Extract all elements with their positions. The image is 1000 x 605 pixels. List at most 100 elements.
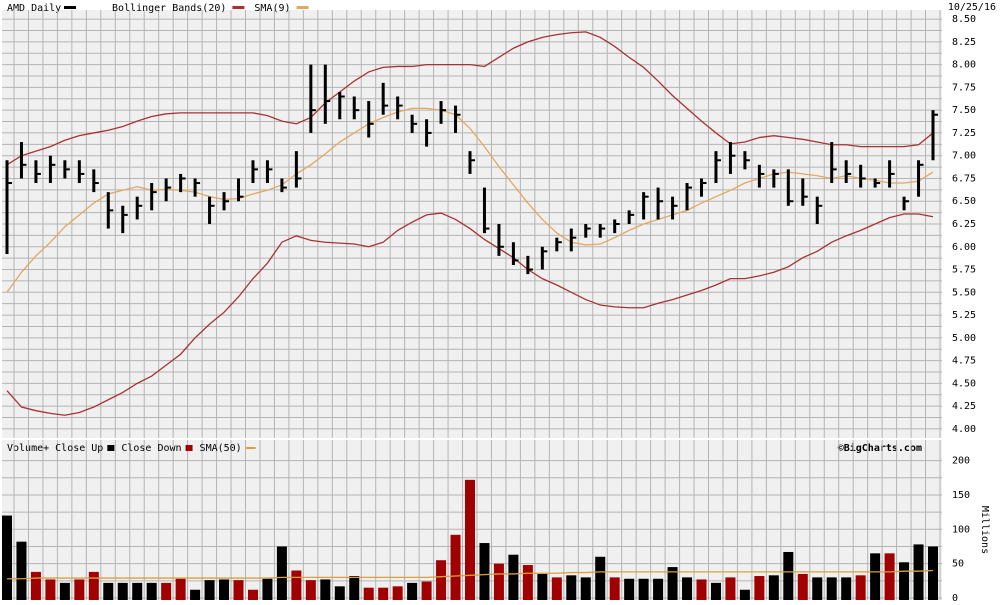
volume-bar: [783, 551, 794, 600]
volume-bar: [305, 580, 316, 600]
volume-bar: [725, 577, 736, 600]
volume-bar: [161, 582, 172, 600]
volume-bar: [739, 589, 750, 600]
volume-bar: [132, 582, 143, 600]
y-tick-label: 6.25: [952, 219, 976, 230]
volume-bar: [841, 577, 852, 600]
legend-label: Close Down: [121, 443, 181, 454]
y-tick-label: 5.25: [952, 310, 976, 321]
volume-bar: [436, 560, 447, 600]
volume-bar: [884, 553, 895, 600]
volume-bar: [262, 578, 273, 600]
volume-bar: [204, 580, 215, 600]
volume-bar: [421, 581, 432, 600]
y-tick-label: 0: [952, 593, 958, 604]
volume-bar: [16, 541, 27, 600]
volume-bar: [233, 580, 244, 600]
y-tick-label: 4.25: [952, 401, 976, 412]
y-tick-label: 4.50: [952, 378, 976, 389]
volume-bar: [88, 571, 99, 600]
legend-label: Close Up: [55, 443, 103, 454]
y-tick-label: 150: [952, 490, 970, 501]
volume-bar: [826, 577, 837, 600]
y-tick-label: 4.75: [952, 356, 976, 367]
volume-bar: [320, 579, 331, 600]
indicator-line: [7, 569, 934, 580]
legend-swatch: [64, 6, 76, 9]
volume-bar: [913, 544, 924, 600]
volume-bar: [117, 582, 128, 600]
y-tick-label: 7.50: [952, 105, 976, 116]
y-tick-label: 5.00: [952, 333, 976, 344]
volume-bar: [276, 546, 287, 600]
volume-bar: [407, 582, 418, 600]
legend-swatch: [185, 445, 193, 451]
legend-swatch: [245, 447, 256, 449]
volume-bar: [175, 578, 186, 600]
volume-bar: [146, 582, 157, 600]
y-tick-label: 7.00: [952, 151, 976, 162]
volume-bar: [392, 586, 403, 600]
legend-swatch: [232, 6, 245, 9]
volume-bar: [59, 582, 70, 600]
volume-bar: [870, 553, 881, 600]
volume-bar: [899, 562, 910, 600]
volume-bar: [378, 587, 389, 600]
volume-bar: [493, 563, 504, 600]
legend-label: SMA(50): [200, 443, 242, 454]
volume-bar: [450, 534, 461, 600]
volume-bar: [653, 578, 664, 600]
y-tick-label: 5.75: [952, 265, 976, 276]
volume-bar: [710, 582, 721, 600]
volume-bar: [190, 589, 201, 600]
volume-bar: [2, 515, 12, 600]
volume-bar: [638, 578, 649, 600]
volume-bar: [537, 573, 548, 600]
date: 10/25/16: [948, 2, 996, 13]
indicator-line: [6, 31, 934, 166]
volume-bar: [667, 567, 678, 600]
volume-bar: [508, 554, 519, 600]
y-tick-label: 100: [952, 524, 970, 535]
volume-bar: [103, 582, 114, 600]
volume-bar: [74, 579, 85, 600]
volume-bar: [363, 587, 374, 600]
volume-bar: [609, 577, 620, 600]
y-tick-label: 200: [952, 456, 970, 467]
volume-bar: [30, 571, 41, 600]
legend-label: Bollinger Bands(20): [112, 3, 226, 14]
volume-bar: [479, 543, 490, 600]
volume-bar: [812, 577, 823, 600]
legend-swatch: [107, 445, 115, 451]
volume-bar: [624, 578, 635, 600]
volume-bar: [928, 546, 938, 600]
y-tick-label: 8.00: [952, 60, 976, 71]
y-tick-label: 6.50: [952, 196, 976, 207]
legend-swatch: [296, 6, 309, 9]
indicator-line: [6, 212, 934, 416]
volume-bar: [754, 576, 765, 600]
y-tick-label: 7.25: [952, 128, 976, 139]
volume-bar: [595, 556, 606, 600]
y-tick-label: 50: [952, 559, 964, 570]
y-tick-label: 5.50: [952, 287, 976, 298]
volume-bar: [855, 575, 866, 600]
volume-bar: [45, 579, 56, 600]
y-tick-label: 7.75: [952, 82, 976, 93]
y-tick-label: 4.00: [952, 424, 976, 435]
credit: ©BigCharts.com: [838, 442, 922, 454]
volume-bar: [247, 589, 258, 600]
volume-bar: [566, 575, 577, 600]
volume-bar: [522, 565, 533, 600]
volume-bar: [580, 577, 591, 600]
volume-bar: [465, 479, 475, 600]
volume-bar: [797, 573, 808, 600]
volume-bar: [551, 577, 562, 600]
y-axis-label: Millions: [979, 506, 990, 554]
volume-bar: [696, 579, 707, 600]
volume-bar: [349, 576, 360, 600]
volume-bar: [291, 570, 302, 600]
y-tick-label: 6.75: [952, 173, 976, 184]
